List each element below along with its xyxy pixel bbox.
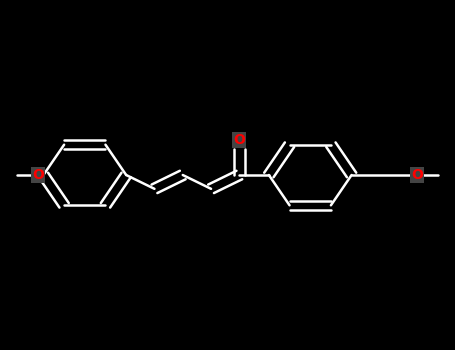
Text: O: O: [32, 168, 44, 182]
Text: O: O: [411, 168, 423, 182]
Text: O: O: [233, 133, 245, 147]
